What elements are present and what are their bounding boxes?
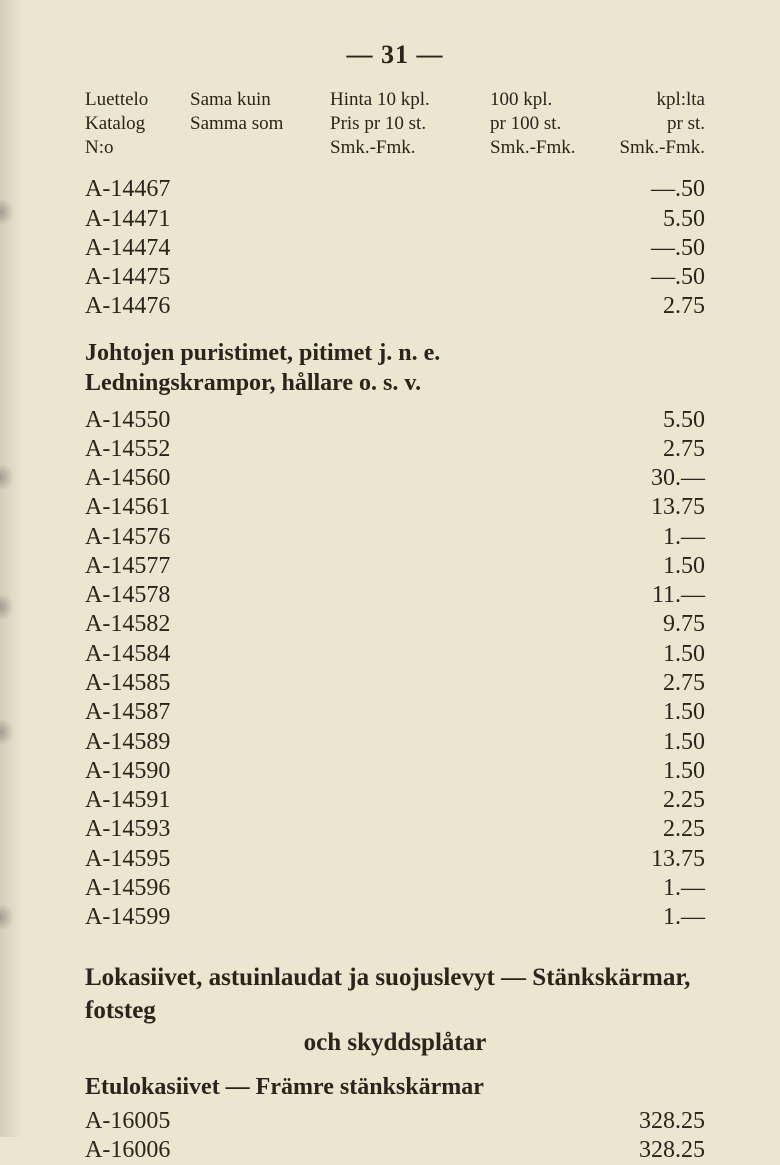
part-number: A-14593 — [85, 815, 170, 844]
part-number: A-14591 — [85, 786, 170, 815]
price-row: A-14587 1.50 — [85, 698, 705, 727]
major-heading: Lokasiivet, astuinlaudat ja suojuslevyt … — [85, 962, 705, 1060]
section-heading: Johtojen puristimet, pitimet j. n. e. Le… — [85, 338, 705, 398]
price-row: A-14576 1.— — [85, 523, 705, 552]
part-number: A-14561 — [85, 493, 170, 522]
price-row: A-14582 9.75 — [85, 610, 705, 639]
price-row: A-14577 1.50 — [85, 552, 705, 581]
part-number: A-14587 — [85, 698, 170, 727]
price-value: 328.25 — [639, 1107, 705, 1136]
price-row: A-14474 —.50 — [85, 234, 705, 263]
major-heading-line: Lokasiivet, astuinlaudat ja suojuslevyt … — [85, 964, 690, 1024]
price-row: A-14595 13.75 — [85, 845, 705, 874]
part-number: A-14552 — [85, 435, 170, 464]
column-headers: Luettelo Katalog N:o Sama kuin Samma som… — [85, 88, 705, 159]
part-number: A-14471 — [85, 205, 170, 234]
part-number: A-14590 — [85, 757, 170, 786]
part-number: A-14476 — [85, 292, 170, 321]
part-number: A-14589 — [85, 728, 170, 757]
price-value: 2.75 — [663, 669, 705, 698]
price-value: 2.25 — [663, 815, 705, 844]
price-row: A-14475 —.50 — [85, 263, 705, 292]
price-value: 2.75 — [663, 292, 705, 321]
part-number: A-14475 — [85, 263, 170, 292]
part-number: A-14596 — [85, 874, 170, 903]
price-value: —.50 — [651, 175, 705, 204]
price-value: 13.75 — [651, 493, 705, 522]
price-row: A-14599 1.— — [85, 903, 705, 932]
header-col-1: Luettelo Katalog N:o — [85, 88, 190, 159]
section-heading-line: Johtojen puristimet, pitimet j. n. e. — [85, 338, 705, 368]
price-row: A-16006 328.25 — [85, 1136, 705, 1165]
part-number: A-14585 — [85, 669, 170, 698]
part-number: A-14474 — [85, 234, 170, 263]
price-rows-block-2: A-145505.50A-145522.75A-1456030.—A-14561… — [85, 406, 705, 933]
price-row: A-14552 2.75 — [85, 435, 705, 464]
price-row: A-14476 2.75 — [85, 292, 705, 321]
sub-heading: Etulokasiivet — Främre stänkskärmar — [85, 1074, 705, 1101]
price-row: A-14584 1.50 — [85, 640, 705, 669]
price-value: 1.— — [663, 874, 705, 903]
header-col-5: kpl:lta pr st. Smk.-Fmk. — [610, 88, 705, 159]
price-row: A-14585 2.75 — [85, 669, 705, 698]
price-row: A-14596 1.— — [85, 874, 705, 903]
part-number: A-14595 — [85, 845, 170, 874]
part-number: A-14582 — [85, 610, 170, 639]
page-number: — 31 — — [85, 40, 705, 70]
part-number: A-16005 — [85, 1107, 170, 1136]
price-row: A-14593 2.25 — [85, 815, 705, 844]
price-value: 13.75 — [651, 845, 705, 874]
major-heading-line: och skyddsplåtar — [85, 1027, 705, 1060]
price-value: 5.50 — [663, 406, 705, 435]
binding-shadow — [0, 0, 30, 1137]
price-row: A-14471 5.50 — [85, 205, 705, 234]
price-row: A-14560 30.— — [85, 464, 705, 493]
part-number: A-14577 — [85, 552, 170, 581]
section-heading-line: Ledningskrampor, hållare o. s. v. — [85, 368, 705, 398]
price-value: 1.— — [663, 903, 705, 932]
price-value: 30.— — [651, 464, 705, 493]
price-row: A-14589 1.50 — [85, 728, 705, 757]
part-number: A-14467 — [85, 175, 170, 204]
price-value: 1.50 — [663, 728, 705, 757]
price-value: —.50 — [651, 234, 705, 263]
part-number: A-14578 — [85, 581, 170, 610]
price-row: A-14578 11.— — [85, 581, 705, 610]
price-rows-block-1: A-14467—.50A-144715.50A-14474—.50A-14475… — [85, 175, 705, 321]
price-value: 1.50 — [663, 757, 705, 786]
header-col-2: Sama kuin Samma som — [190, 88, 330, 159]
part-number: A-14599 — [85, 903, 170, 932]
price-value: 5.50 — [663, 205, 705, 234]
price-value: 1.50 — [663, 640, 705, 669]
price-value: 328.25 — [639, 1136, 705, 1165]
header-col-4: 100 kpl. pr 100 st. Smk.-Fmk. — [490, 88, 610, 159]
part-number: A-14550 — [85, 406, 170, 435]
header-col-3: Hinta 10 kpl. Pris pr 10 st. Smk.-Fmk. — [330, 88, 490, 159]
price-row: A-14467 —.50 — [85, 175, 705, 204]
price-row: A-14591 2.25 — [85, 786, 705, 815]
price-value: 1.50 — [663, 698, 705, 727]
price-row: A-14561 13.75 — [85, 493, 705, 522]
price-value: 9.75 — [663, 610, 705, 639]
part-number: A-14576 — [85, 523, 170, 552]
price-rows-block-3: A-16005 328.25 A-16006 328.25 — [85, 1107, 705, 1165]
price-value: —.50 — [651, 263, 705, 292]
part-number: A-14560 — [85, 464, 170, 493]
part-number: A-14584 — [85, 640, 170, 669]
price-value: 1.50 — [663, 552, 705, 581]
price-row: A-16005 328.25 — [85, 1107, 705, 1136]
price-value: 1.— — [663, 523, 705, 552]
price-row: A-14590 1.50 — [85, 757, 705, 786]
price-row: A-14550 5.50 — [85, 406, 705, 435]
price-value: 2.25 — [663, 786, 705, 815]
price-value: 2.75 — [663, 435, 705, 464]
part-number: A-16006 — [85, 1136, 170, 1165]
price-value: 11.— — [652, 581, 705, 610]
page-content: — 31 — Luettelo Katalog N:o Sama kuin Sa… — [85, 40, 705, 1165]
